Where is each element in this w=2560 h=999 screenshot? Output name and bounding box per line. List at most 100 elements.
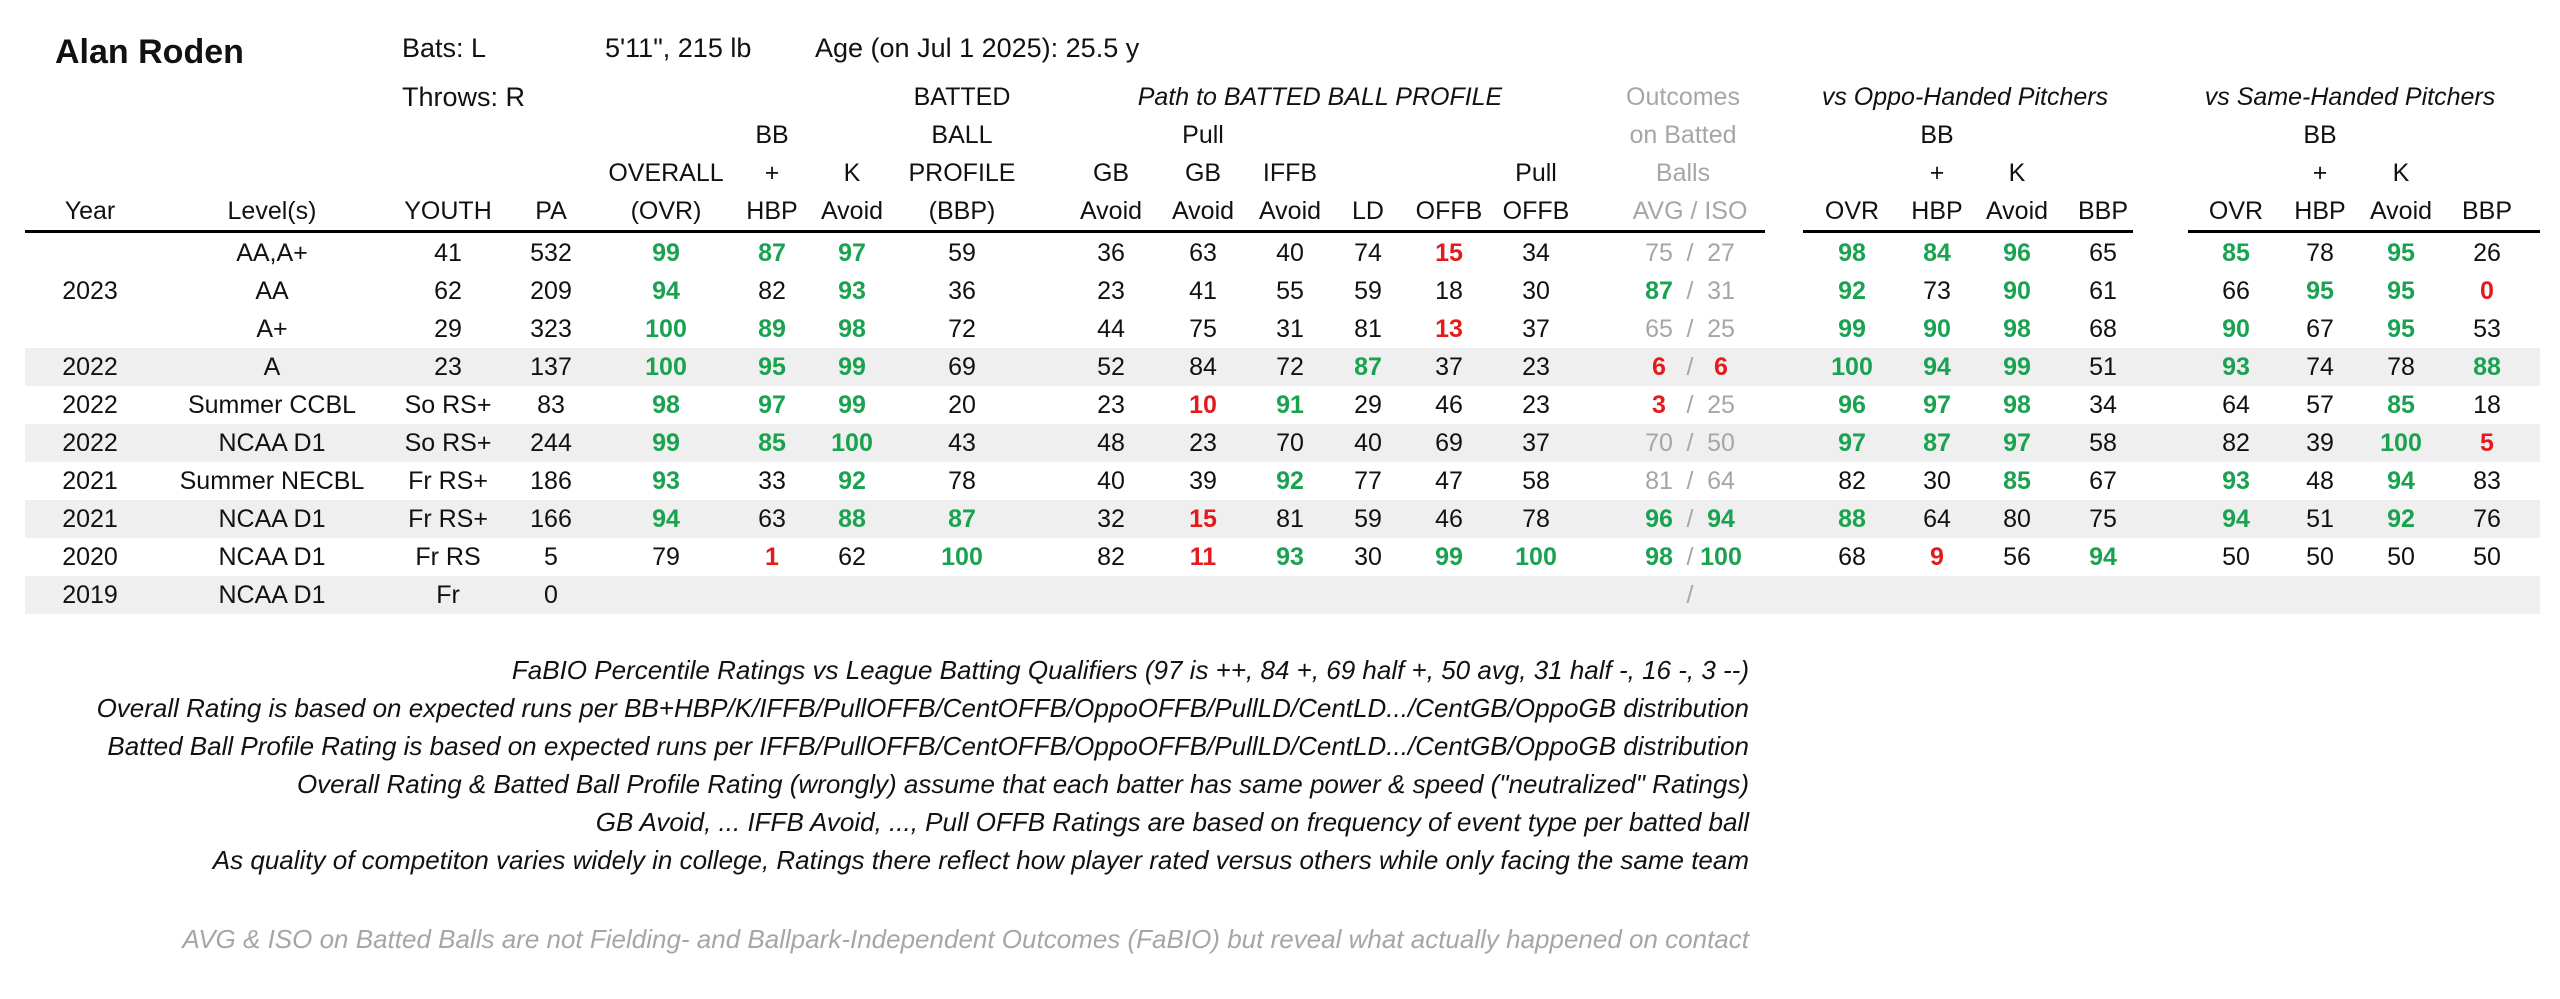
table-row: 2021 NCAA D1 Fr RS+ 166 94 63 88 87 32 15 81 59 46 78… [25, 500, 2540, 538]
footnote: AVG & ISO on Batted Balls are not Fieldi… [182, 924, 1749, 954]
cell-s-bbp: 0 [2480, 277, 2494, 305]
cell-level: A [263, 353, 281, 381]
cell-youth: Fr RS+ [408, 505, 488, 533]
cell-s-ovr: 94 [2222, 505, 2250, 533]
cell-o-ovr: 96 [1838, 391, 1866, 419]
outcomes-header-3: Balls [1655, 159, 1711, 187]
cell-s-bb: 57 [2306, 391, 2334, 419]
cell-s-bb: 74 [2306, 353, 2334, 381]
cell-k: 92 [838, 467, 866, 495]
cell-pulloffb: 37 [1522, 429, 1550, 457]
cell-ovr: 100 [645, 315, 687, 343]
cell-bb: 89 [758, 315, 786, 343]
cell-ld: 59 [1354, 277, 1382, 305]
cell-ovr: 93 [652, 467, 680, 495]
cell-year: 2022 [62, 429, 118, 457]
cell-pullgb: 39 [1189, 467, 1217, 495]
col-header-k: Avoid [820, 197, 884, 225]
cell-level: Summer NECBL [179, 467, 365, 495]
cell-youth: So RS+ [404, 429, 492, 457]
avg-iso-separator: / [1686, 391, 1694, 419]
col-header-pullgb: GB [1184, 159, 1222, 187]
bats-info: Bats: L [402, 33, 487, 63]
cell-bbp: 78 [948, 467, 976, 495]
cell-o-k: 56 [2003, 543, 2031, 571]
cell-o-ovr: 97 [1838, 429, 1866, 457]
cell-pa: 5 [544, 543, 558, 571]
avg-iso-separator: / [1686, 277, 1694, 305]
size-info: 5'11", 215 lb [605, 33, 752, 63]
cell-youth: So RS+ [404, 391, 492, 419]
note-line: As quality of competiton varies widely i… [212, 845, 1749, 875]
cell-gb: 23 [1097, 391, 1125, 419]
table-row: A+ 29 323 100 89 98 72 44 75 31 81 13 37 65 25 99 90 98 68… [25, 310, 2540, 348]
cell-iffb: 91 [1276, 391, 1304, 419]
cell-s-bb: 95 [2306, 277, 2334, 305]
cell-k: 88 [838, 505, 866, 533]
col-header-pullgb: Avoid [1171, 197, 1235, 225]
cell-o-k: 80 [2003, 505, 2031, 533]
cell-o-bb: 9 [1930, 543, 1944, 571]
cell-youth: 62 [434, 277, 462, 305]
table-row: 2021 Summer NECBL Fr RS+ 186 93 33 92 78 40 39 92 7… [25, 462, 2540, 500]
cell-o-k: 96 [2003, 239, 2031, 267]
cell-s-ovr: 66 [2222, 277, 2250, 305]
cell-s-bbp: 18 [2473, 391, 2501, 419]
cell-o-bbp: 34 [2089, 391, 2117, 419]
cell-pullgb: 75 [1189, 315, 1217, 343]
col-header-bb: HBP [746, 197, 798, 225]
cell-k: 97 [838, 239, 866, 267]
cell-iso: 100 [1700, 543, 1742, 571]
cell-ld: 29 [1354, 391, 1382, 419]
cell-s-k: 78 [2387, 353, 2415, 381]
table-row: 2022 Summer CCBL So RS+ 83 98 97 99 20 23 10 91 29 4… [25, 386, 2540, 424]
cell-pullgb: 23 [1189, 429, 1217, 457]
cell-bbp: 72 [948, 315, 976, 343]
cell-s-ovr: 64 [2222, 391, 2250, 419]
col-header-level: Level(s) [227, 197, 317, 225]
header-rule-same [2188, 230, 2540, 233]
col-header-k: K [843, 159, 861, 187]
cell-iffb: 93 [1276, 543, 1304, 571]
cell-iso: 64 [1707, 467, 1735, 495]
cell-avg: 70 [1645, 429, 1673, 457]
cell-iffb: 92 [1276, 467, 1304, 495]
cell-gb: 36 [1097, 239, 1125, 267]
cell-offb: 15 [1435, 239, 1463, 267]
cell-pullgb: 63 [1189, 239, 1217, 267]
cell-bbp: 20 [948, 391, 976, 419]
cell-k: 62 [838, 543, 866, 571]
cell-avg: 87 [1645, 277, 1673, 305]
cell-s-bbp: 83 [2473, 467, 2501, 495]
cell-s-ovr: 82 [2222, 429, 2250, 457]
cell-gb: 48 [1097, 429, 1125, 457]
cell-pullgb: 41 [1189, 277, 1217, 305]
col-header-s-bb: HBP [2294, 197, 2346, 225]
cell-o-bbp: 58 [2089, 429, 2117, 457]
cell-pulloffb: 23 [1522, 391, 1550, 419]
throws-info: Throws: R [402, 82, 526, 112]
cell-o-bbp: 67 [2089, 467, 2117, 495]
cell-gb: 44 [1097, 315, 1125, 343]
cell-o-bb: 97 [1923, 391, 1951, 419]
col-header-s-bb: + [2312, 159, 2328, 187]
cell-ld: 59 [1354, 505, 1382, 533]
cell-s-bb: 67 [2306, 315, 2334, 343]
cell-pulloffb: 37 [1522, 315, 1550, 343]
table-row: AA,A+ 41 532 99 87 97 59 36 63 40 74 15 34 75 27 98 84 96… [25, 234, 2540, 272]
col-header-bb: BB [755, 121, 789, 149]
col-header-ovr: (OVR) [630, 197, 702, 225]
cell-pulloffb: 23 [1522, 353, 1550, 381]
col-header-pulloffb: OFFB [1502, 197, 1570, 225]
cell-bbp: 43 [948, 429, 976, 457]
cell-bb: 33 [758, 467, 786, 495]
cell-iffb: 31 [1276, 315, 1304, 343]
cell-level: NCAA D1 [218, 505, 326, 533]
cell-o-ovr: 100 [1831, 353, 1873, 381]
cell-s-bbp: 53 [2473, 315, 2501, 343]
cell-gb: 40 [1097, 467, 1125, 495]
col-header-o-bb: + [1929, 159, 1945, 187]
cell-o-bbp: 94 [2089, 543, 2117, 571]
cell-ovr: 98 [652, 391, 680, 419]
cell-pa: 209 [530, 277, 572, 305]
